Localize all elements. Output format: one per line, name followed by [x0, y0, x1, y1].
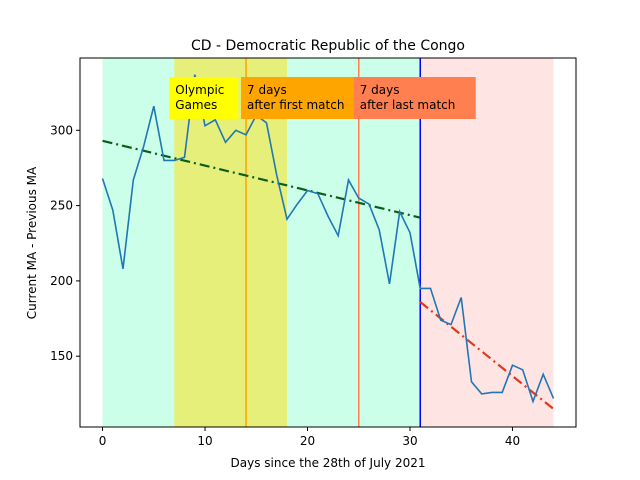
y-axis-label: Current MA - Previous MA — [25, 166, 39, 319]
vertical-lines — [245, 58, 421, 427]
chart-title: CD - Democratic Republic of the Congo — [191, 38, 465, 54]
x-tick-label: 30 — [402, 434, 417, 448]
x-axis-label: Days since the 28th of July 2021 — [231, 456, 426, 470]
annotation-text-olympic-games: Games — [175, 98, 217, 112]
y-tick-label: 250 — [50, 199, 73, 213]
trend-before — [102, 139, 421, 219]
region-after — [420, 58, 554, 427]
plot-frame — [79, 57, 577, 428]
x-tick-label: 0 — [99, 434, 107, 448]
x-axis-ticks: 0 10 20 30 40 — [99, 427, 520, 448]
x-tick-label: 20 — [300, 434, 315, 448]
x-tick-label: 40 — [505, 434, 520, 448]
annotation-box-first-match — [241, 77, 355, 119]
x-tick-label: 10 — [197, 434, 212, 448]
annotation-text-last-match: 7 days — [360, 83, 400, 97]
y-tick-label: 300 — [50, 123, 73, 137]
annotation-text-first-match: after first match — [247, 98, 344, 112]
region-olympic-games — [174, 58, 288, 427]
annotation-text-first-match: 7 days — [247, 83, 287, 97]
trend-after — [419, 301, 555, 410]
annotation-box-last-match — [353, 77, 476, 119]
y-tick-label: 200 — [50, 274, 73, 288]
annotation-text-olympic-games: Olympic — [175, 83, 224, 97]
annotation-text-last-match: after last match — [360, 98, 456, 112]
y-axis-ticks: 150 200 250 300 — [50, 123, 80, 363]
data-series — [101, 74, 555, 404]
y-tick-label: 150 — [50, 349, 73, 363]
annotation-box-olympic-games — [169, 77, 239, 119]
trend-lines — [102, 139, 555, 410]
